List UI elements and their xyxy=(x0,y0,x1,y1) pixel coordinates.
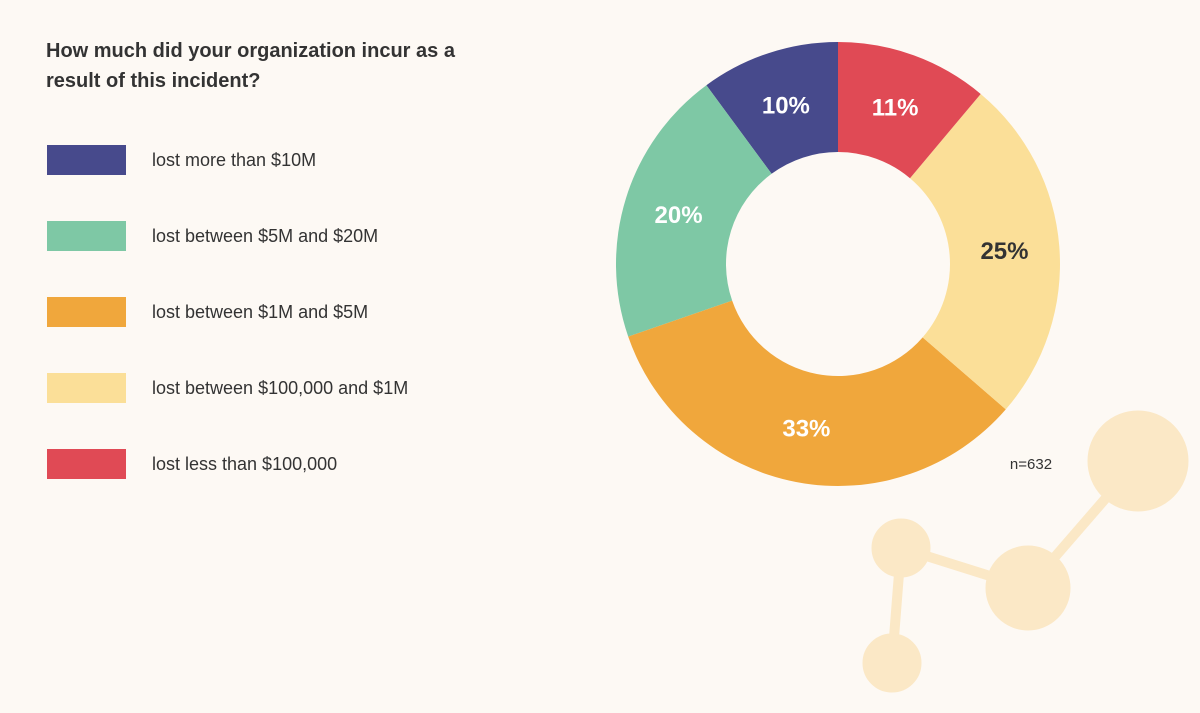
data-label: 11% xyxy=(872,94,919,121)
data-label: 20% xyxy=(655,202,703,229)
data-label: 33% xyxy=(782,415,830,442)
legend-swatch xyxy=(47,145,126,175)
legend-label: lost between $100,000 and $1M xyxy=(152,378,408,398)
note: n=632 xyxy=(1010,456,1052,473)
legend-swatch xyxy=(47,221,126,251)
data-label: 10% xyxy=(762,93,810,120)
legend-label: lost between $1M and $5M xyxy=(152,302,368,322)
legend-swatch xyxy=(47,373,126,403)
decoration xyxy=(862,410,1189,693)
legend-swatch xyxy=(47,449,126,479)
donut-segment xyxy=(838,42,981,179)
legend-label: lost less than $100,000 xyxy=(152,454,337,474)
donut-segment xyxy=(616,85,772,337)
legend-swatch xyxy=(47,297,126,327)
donut-segment xyxy=(706,42,838,174)
donut-segment xyxy=(628,300,1006,487)
donut-segment xyxy=(909,93,1061,410)
data-label: 25% xyxy=(980,238,1028,265)
chart-title: How much did your organization incur as … xyxy=(46,40,455,92)
legend-label: lost more than $10M xyxy=(152,150,316,170)
legend-label: lost between $5M and $20M xyxy=(152,226,378,246)
